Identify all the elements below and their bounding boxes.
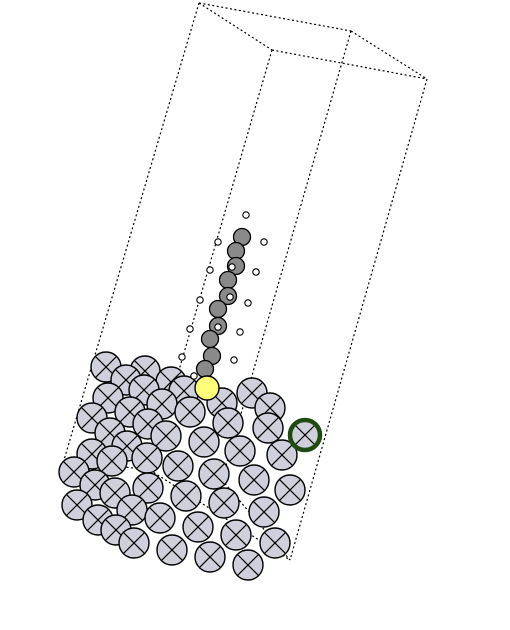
slab-atom — [220, 519, 252, 551]
hydrogen-atom — [186, 325, 194, 333]
hydrogen-atom — [244, 299, 252, 307]
chain-atom — [195, 359, 215, 379]
cell-edge — [350, 30, 428, 80]
cell-edge — [271, 49, 428, 80]
slab-atom — [170, 480, 202, 512]
slab-atom — [238, 464, 270, 496]
slab-atom — [162, 450, 194, 482]
highlight-ring — [287, 417, 323, 453]
cell-edge — [149, 49, 273, 471]
slab-atom — [132, 472, 164, 504]
cell-edge — [221, 30, 352, 481]
metal-slab — [58, 351, 306, 581]
slab-atom — [212, 407, 244, 439]
slab-atom — [118, 527, 150, 559]
chain-atom — [200, 329, 220, 349]
hydrogen-atom — [226, 293, 234, 301]
slab-atom — [156, 534, 188, 566]
hydrogen-atom — [196, 296, 204, 304]
anchor-atom — [194, 375, 220, 401]
slab-atom — [274, 474, 306, 506]
highlight-ring-group — [287, 417, 323, 453]
slab-atom — [248, 496, 280, 528]
slab-atom — [252, 412, 284, 444]
hydrogen-atom — [228, 263, 236, 271]
hydrogen-atoms — [178, 211, 268, 380]
cell-edge — [198, 2, 273, 51]
slab-atom — [232, 549, 264, 581]
slab-atom — [194, 541, 226, 573]
hydrogen-atom — [178, 353, 186, 361]
highlighted-atom — [287, 417, 323, 453]
slab-atom — [182, 511, 214, 543]
cell-edge — [289, 78, 428, 561]
slab-atom — [259, 527, 291, 559]
hydrogen-atom — [236, 328, 244, 336]
slab-atom — [188, 426, 220, 458]
hydrogen-atom — [206, 266, 214, 274]
slab-atom — [150, 420, 182, 452]
chain-atom — [218, 270, 238, 290]
slab-atom — [174, 396, 206, 428]
slab-atom — [224, 435, 256, 467]
hydrogen-atom — [252, 268, 260, 276]
cell-edge — [198, 2, 352, 32]
slab-atom — [208, 487, 240, 519]
hydrogen-atom — [242, 211, 250, 219]
slab-atom — [144, 502, 176, 534]
slab-atom — [198, 458, 230, 490]
chain-atom — [208, 299, 228, 319]
slab-atom — [96, 445, 128, 477]
hydrogen-atom — [190, 372, 198, 380]
hydrogen-atom — [214, 323, 222, 331]
hydrogen-atom — [260, 238, 268, 246]
cell-edge — [149, 469, 291, 561]
cell-edge — [63, 2, 200, 461]
hydrogen-atom — [230, 356, 238, 364]
molecular-chain — [195, 227, 252, 379]
anchor-atom-group — [194, 375, 220, 401]
hydrogen-atom — [214, 238, 222, 246]
slab-atom — [131, 442, 163, 474]
slab-atom — [266, 439, 298, 471]
